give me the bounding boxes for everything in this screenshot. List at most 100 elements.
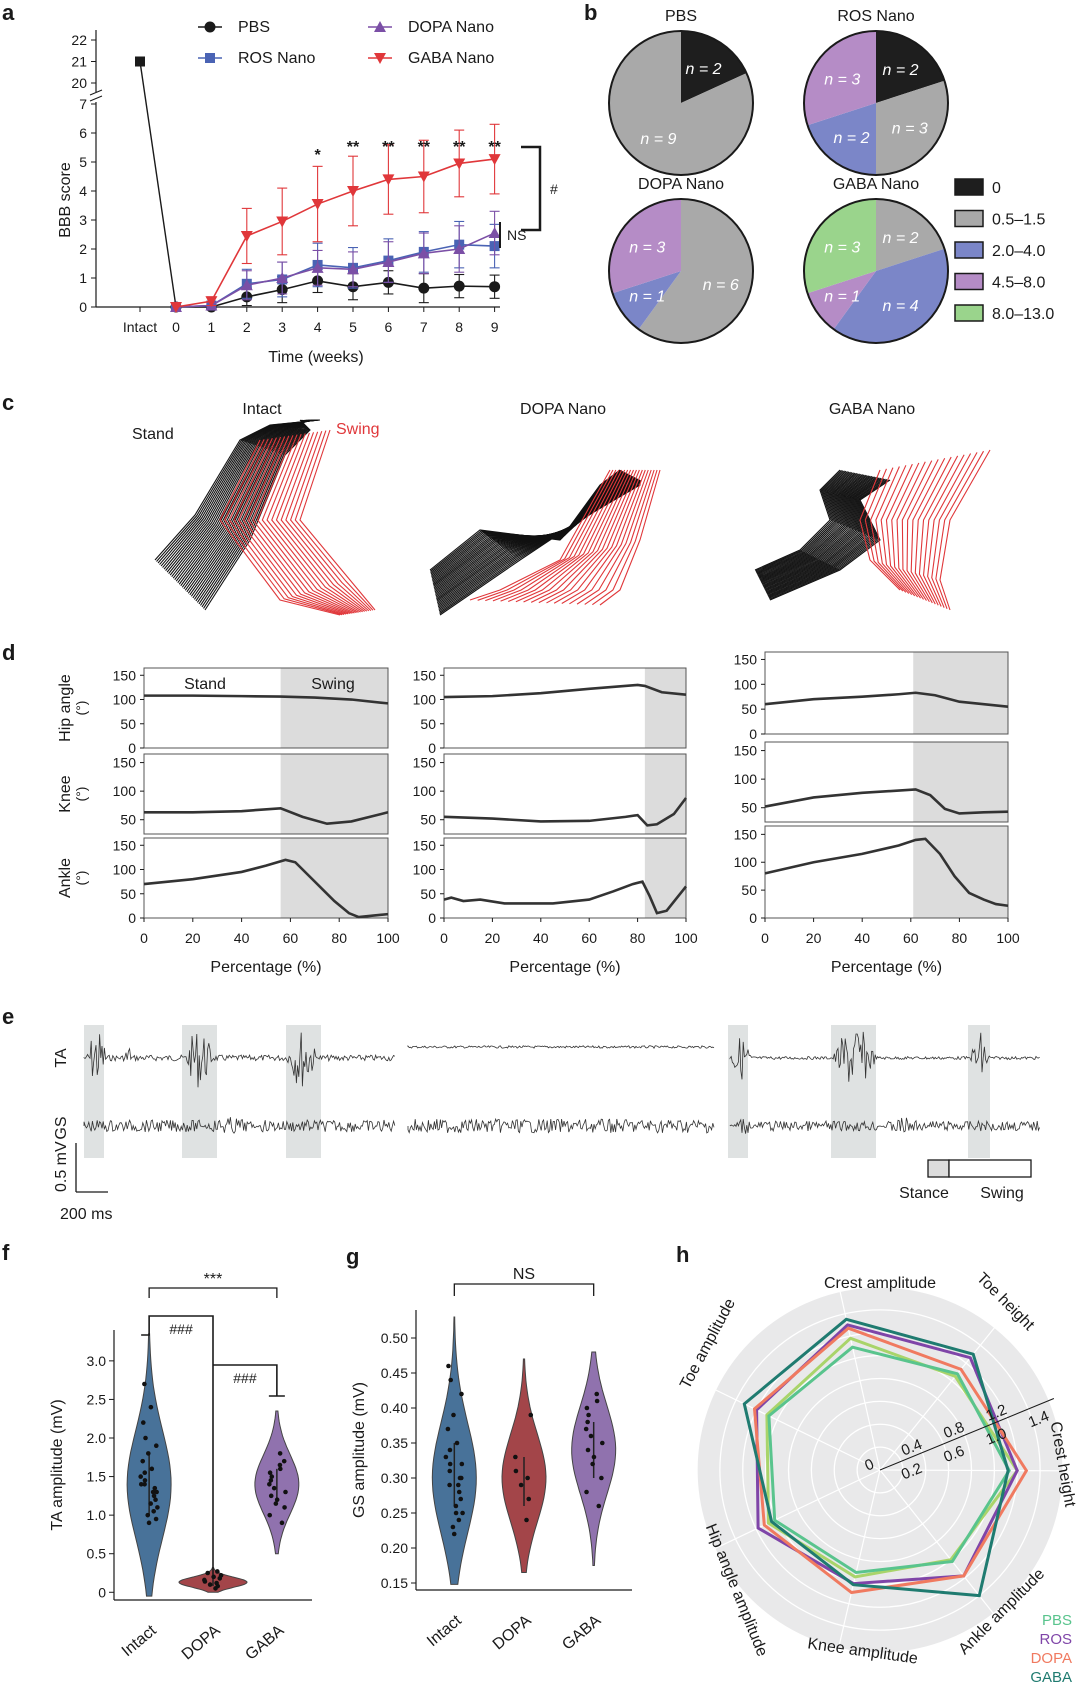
stick-frame: [280, 432, 368, 612]
plot-frame: [143, 667, 389, 749]
data-point: [145, 1512, 151, 1518]
pie-outline: [608, 198, 754, 344]
x-tick-label: 20: [185, 930, 201, 946]
data-point: [273, 1501, 279, 1506]
stick-frame: [523, 469, 632, 603]
slice-label: n = 9: [640, 131, 676, 148]
data-point: [267, 1481, 272, 1487]
axis-break: [89, 95, 103, 102]
y-tick-label: 0.45: [381, 1365, 408, 1381]
y-tick-label: 150: [113, 837, 137, 853]
x-tick-label: 20: [485, 930, 501, 946]
radar-axis-label: Crest amplitude: [824, 1275, 936, 1292]
gait-ankle-plot: 0 50 100 150 Ankle (°): [57, 837, 389, 926]
stick-frame: [515, 469, 629, 603]
y-tick-label: 50: [120, 716, 136, 732]
stick-frame: [224, 439, 343, 616]
x-tick-label: Intact: [119, 1622, 160, 1661]
plot-frame: [443, 667, 687, 749]
stance-window: [84, 1025, 104, 1158]
stick-frame: [764, 475, 873, 590]
y-tick-label: 1.5: [87, 1469, 107, 1485]
x-axis-title: Percentage (%): [509, 959, 620, 976]
stick-frame: [257, 435, 357, 614]
data-point: [207, 1582, 213, 1587]
radial-tick-label: 1.4: [1026, 1408, 1052, 1432]
data-point: [170, 302, 182, 313]
stick-frame: [931, 452, 978, 608]
x-tick-label: 100: [376, 930, 400, 946]
data-point: [447, 1447, 453, 1453]
row-label: TA: [53, 1048, 70, 1068]
legend-swatch: [954, 178, 984, 196]
y-tick-label: 22: [71, 32, 87, 48]
gait-hip-plot: 0 50 100 150 Hip angle (°): [57, 667, 389, 756]
data-point: [154, 1489, 159, 1495]
y-tick-label: 0.25: [381, 1505, 408, 1521]
y-tick-label: 0.30: [381, 1470, 408, 1486]
diagram-label: Stand: [132, 426, 174, 443]
data-point: [460, 1510, 465, 1516]
sig-bracket: [453, 1283, 595, 1296]
data-point: [282, 1505, 287, 1510]
significance-mark: **: [382, 139, 395, 156]
x-tick-label: 100: [674, 930, 698, 946]
stick-frame: [538, 469, 637, 604]
emg-trace-gs: [407, 1117, 715, 1134]
panel-letter-c: c: [2, 390, 14, 415]
legend-label: DOPA Nano: [408, 19, 494, 36]
stick-frame: [233, 438, 347, 615]
data-point: [594, 1391, 600, 1397]
pie-slice: [876, 199, 945, 271]
pie-outline: [608, 30, 754, 176]
stick-frame: [914, 456, 952, 604]
y-tick-label: 100: [734, 854, 758, 870]
scale-label: 200 ms: [60, 1206, 112, 1223]
stick-frame: [584, 469, 655, 605]
data-point: [453, 1510, 459, 1516]
radar-spoke: [839, 1291, 881, 1471]
series-gaba-nano: [170, 123, 501, 313]
stick-frame: [553, 469, 643, 604]
series-pbs: [170, 268, 501, 313]
stick-frame: [870, 467, 907, 593]
emg-trace-gs: [83, 1117, 396, 1134]
y-tick-label: 50: [741, 701, 757, 717]
stick-frame: [767, 478, 883, 596]
stick-frame: [755, 469, 842, 572]
data-point: [590, 1461, 595, 1467]
data-point: [451, 1412, 456, 1418]
swing-shade: [913, 742, 1008, 822]
stick-frame: [500, 469, 623, 602]
stick-frame: [760, 473, 859, 582]
x-tick-label: 7: [420, 319, 428, 335]
violin-dopa: DOPA: [490, 1358, 547, 1653]
stick-frame: [768, 478, 886, 598]
pie-slice: [807, 271, 876, 330]
panel-c: Intact DOPA Nano GABA Nano Stand Swing: [132, 401, 991, 616]
stick-frame: [757, 471, 850, 576]
stick-frame: [896, 461, 926, 599]
x-tick-label: 80: [952, 930, 968, 946]
data-point: [269, 1474, 275, 1479]
stance-window: [968, 1025, 990, 1158]
slice-label: n = 6: [703, 277, 739, 294]
data-point: [276, 216, 289, 228]
stick-frame: [880, 465, 913, 596]
y-tick-label: 50: [420, 886, 436, 902]
legend-label: ROS Nano: [238, 50, 315, 67]
x-tick-label: 40: [854, 930, 870, 946]
radar-spoke: [879, 1327, 996, 1471]
data-point: [267, 1470, 273, 1476]
radar-series-dopa: [752, 1326, 1029, 1595]
stick-frame: [285, 431, 370, 612]
sig-bracket: [213, 1364, 285, 1397]
x-axis-title: Percentage (%): [831, 959, 942, 976]
stick-frame: [430, 470, 622, 574]
data-point: [138, 1481, 144, 1487]
diagram-title: DOPA Nano: [520, 401, 606, 418]
stick-frame: [864, 468, 904, 592]
series-dopa-nano: [170, 210, 501, 312]
data-point: [142, 1470, 148, 1476]
panel-f: 0 0.5 1.0 1.5 2.0 2.5 3.0 TA amplitude (mV) Inta…: [49, 1271, 312, 1664]
